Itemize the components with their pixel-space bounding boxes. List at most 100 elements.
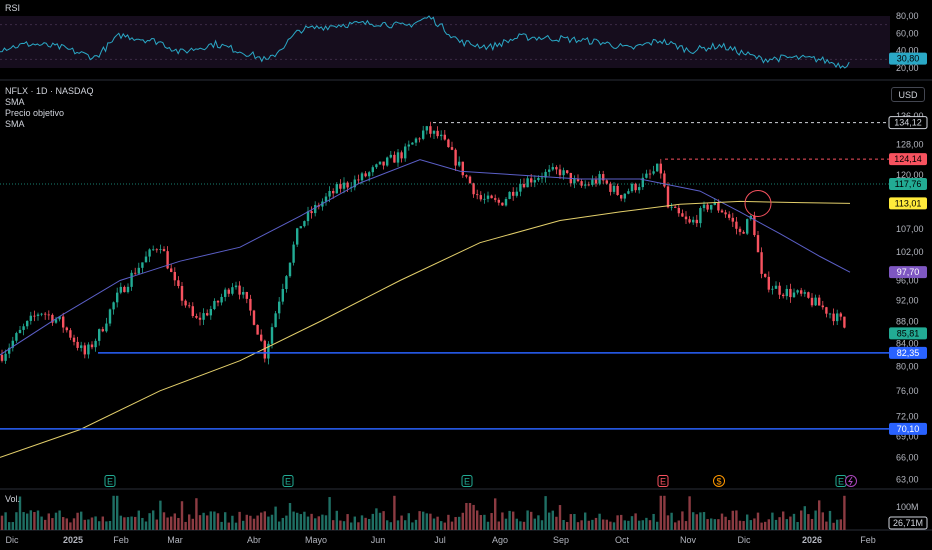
candle-body (29, 315, 32, 321)
volume-bar (191, 518, 194, 530)
legend-sma-1[interactable]: SMA (5, 97, 25, 107)
volume-bar (112, 495, 115, 530)
volume-bar (602, 519, 605, 530)
volume-bar (472, 504, 475, 530)
candle-body (418, 138, 421, 140)
time-axis-label: Feb (860, 535, 876, 545)
candle-body (198, 317, 202, 320)
rsi-line (0, 15, 850, 69)
candle-body (616, 185, 619, 196)
volume-bar (724, 516, 727, 530)
earnings-marker-icon[interactable]: E (104, 475, 116, 487)
volume-bar (508, 510, 511, 530)
candle-body (440, 134, 443, 137)
candle-body (274, 313, 277, 328)
candle-body (270, 327, 274, 344)
volume-bar (18, 496, 22, 530)
price-tick-label: 96,00 (896, 275, 919, 285)
legend-target-price[interactable]: Precio objetivo (5, 108, 65, 118)
volume-bar (742, 521, 745, 530)
currency-button[interactable]: USD (891, 87, 925, 102)
dividend-marker-icon[interactable]: $ (713, 475, 725, 487)
candle-body (627, 191, 630, 194)
time-axis-label: Sep (553, 535, 569, 545)
volume-bar (562, 520, 565, 530)
volume-bar (803, 506, 806, 530)
volume-bar (170, 516, 173, 530)
volume-bar (202, 512, 205, 530)
symbol-line[interactable]: NFLX · 1D · NASDAQ (5, 86, 94, 96)
volume-bar (65, 518, 68, 530)
earnings-marker-icon[interactable]: E (657, 475, 669, 487)
volume-bar (818, 500, 821, 530)
candle-body (450, 147, 454, 150)
candle-body (62, 316, 65, 328)
candle-body (778, 285, 781, 295)
candle-body (166, 251, 169, 269)
volume-bar (83, 519, 86, 530)
candle-body (814, 297, 817, 306)
volume-bar (832, 522, 835, 530)
volume-bar (756, 512, 760, 530)
volume-bar (130, 516, 133, 530)
earnings-marker-icon[interactable]: E (835, 475, 847, 487)
volume-bar (807, 514, 810, 530)
candle-body (310, 211, 313, 214)
candle-body (800, 290, 803, 294)
price-badge-134-12: 134,12 (888, 116, 928, 130)
candle-body (670, 206, 673, 208)
candle-body (472, 183, 475, 195)
candle-body (407, 144, 410, 147)
volume-bar (677, 520, 680, 530)
candle-body (306, 211, 310, 222)
volume-bar (8, 522, 11, 530)
time-axis-label: Jul (434, 535, 446, 545)
earnings-marker-icon[interactable]: E (282, 475, 294, 487)
volume-bar (674, 522, 677, 530)
candle-body (836, 313, 839, 322)
volume-bar (198, 515, 202, 530)
volume-bar (537, 515, 540, 530)
candle-body (231, 287, 234, 294)
volume-bar (789, 516, 792, 530)
price-badge-82-35: 82,35 (889, 346, 927, 359)
candle-body (486, 195, 490, 199)
volume-bar (468, 503, 472, 530)
candle-body (216, 300, 220, 303)
volume-bar (713, 519, 716, 530)
volume-bar (497, 521, 500, 530)
price-badge-text: 97,70 (897, 267, 920, 277)
candle-body (548, 169, 551, 172)
volume-bar (764, 521, 767, 530)
volume-bar (530, 511, 533, 530)
candle-body (65, 327, 68, 331)
volume-bar (566, 522, 569, 530)
volume-bar (62, 517, 65, 530)
candle-body (551, 167, 554, 170)
volume-bar (386, 520, 389, 530)
candle-body (818, 297, 821, 306)
volume-bar (641, 520, 644, 530)
legend-sma-2[interactable]: SMA (5, 119, 25, 129)
volume-bar (598, 513, 601, 530)
volume-bar (666, 515, 670, 530)
volume-bar (782, 511, 785, 530)
volume-bar (638, 520, 641, 530)
candle-body (58, 316, 61, 320)
volume-bar (573, 513, 576, 530)
candle-body (656, 163, 659, 172)
rsi-tick-label: 20,00 (896, 63, 919, 73)
candle-body (155, 249, 158, 251)
price-badge-70-10: 70,10 (889, 422, 927, 435)
volume-bar (548, 512, 551, 530)
volume-bar (458, 516, 461, 530)
volume-bar (296, 512, 299, 530)
candle-body (504, 198, 508, 206)
candle-body (717, 202, 720, 211)
candle-body (386, 157, 389, 166)
candle-body (18, 329, 22, 334)
candle-body (735, 221, 738, 229)
earnings-marker-icon[interactable]: E (461, 475, 473, 487)
volume-bar (346, 514, 349, 530)
